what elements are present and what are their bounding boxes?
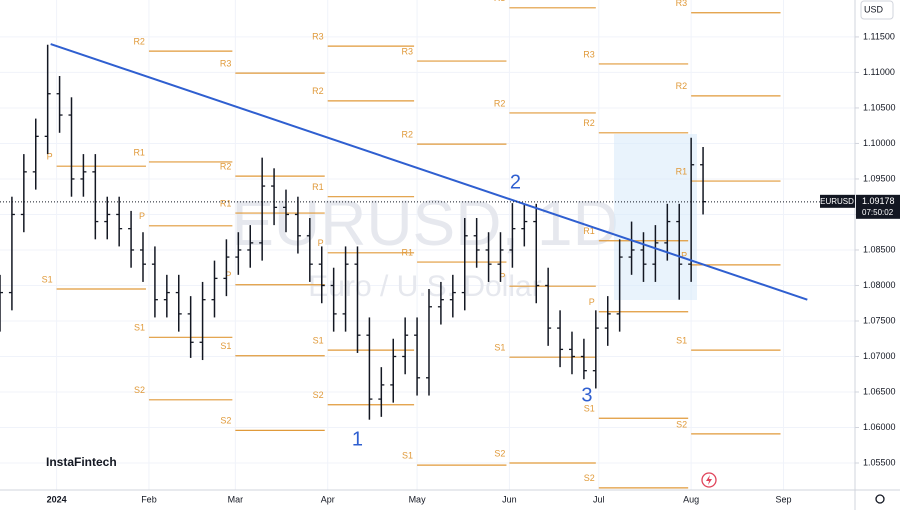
pivot-label: S1 xyxy=(494,343,505,353)
lightning-icon[interactable] xyxy=(701,472,717,488)
pivot-label: P xyxy=(589,297,595,307)
pivot-label: P xyxy=(318,238,324,248)
watermark-subtitle: Euro / U.S. Dollar xyxy=(308,270,541,303)
pivot-label: R2 xyxy=(312,86,324,96)
pivot-label: R1 xyxy=(676,166,688,176)
pivot-label: P xyxy=(47,152,53,162)
countdown: 07:50:02 xyxy=(862,208,894,217)
pivot-label: R1 xyxy=(312,182,324,192)
pivot-label: R3 xyxy=(676,0,688,8)
y-tick-label: 1.09500 xyxy=(863,173,896,183)
pivot-label: R2 xyxy=(220,161,232,171)
pivot-label: P xyxy=(225,270,231,280)
pivot-label: S2 xyxy=(676,419,687,429)
pivot-label: S1 xyxy=(584,404,595,414)
pivot-label: S1 xyxy=(42,274,53,284)
pivot-label: P xyxy=(139,211,145,221)
last-price: 1.09178 xyxy=(862,196,895,206)
x-tick-label: Sep xyxy=(775,494,791,504)
x-tick-label: Feb xyxy=(141,494,157,504)
pivot-label: S2 xyxy=(494,448,505,458)
brand: InstaFintech xyxy=(46,455,117,469)
pivot-label: S2 xyxy=(134,385,145,395)
trendline xyxy=(50,43,808,301)
x-tick-label: Apr xyxy=(321,494,335,504)
pivot-label: R3 xyxy=(494,0,506,3)
y-tick-label: 1.10500 xyxy=(863,102,896,112)
pivot-label: S1 xyxy=(134,323,145,333)
plot: P S1 R2 R1 P S1 S2 R3 R2 R1 P S1 S2 R3 R2 R1 P S1 S2 R3 R2 R1… xyxy=(0,0,855,489)
x-tick-label: Mar xyxy=(228,494,244,504)
price-tag xyxy=(856,194,900,219)
pivot-label: R3 xyxy=(312,32,324,42)
pivot-label: S2 xyxy=(220,416,231,426)
x-tick-label: Aug xyxy=(683,494,699,504)
pivot-label: P xyxy=(681,250,687,260)
pivot-label: R1 xyxy=(583,226,595,236)
x-tick-label: May xyxy=(409,494,427,504)
pivot-label: R1 xyxy=(133,147,145,157)
pivot-label: R2 xyxy=(583,118,595,128)
pivot-label: R3 xyxy=(402,46,414,56)
pivot-label: S1 xyxy=(313,335,324,345)
pivot-label: S1 xyxy=(676,335,687,345)
y-tick-label: 1.05500 xyxy=(863,457,896,467)
pivot-label: S2 xyxy=(313,390,324,400)
y-tick-label: 1.08000 xyxy=(863,280,896,290)
pivot-label: S2 xyxy=(584,473,595,483)
pivot-label: P xyxy=(499,272,505,282)
watermark: EURUSD, 1D xyxy=(231,187,619,259)
wave-label: 3 xyxy=(581,385,592,407)
pivot-label: R2 xyxy=(494,98,506,108)
currency[interactable]: USD xyxy=(864,4,884,14)
pivot-label: R3 xyxy=(583,49,595,59)
lightning-bolt xyxy=(706,475,712,485)
pivot-label: R2 xyxy=(402,130,414,140)
pivot-label: S1 xyxy=(402,451,413,461)
y-tick-label: 1.10000 xyxy=(863,138,896,148)
pivot-label: R2 xyxy=(133,37,145,47)
y-tick-label: 1.06500 xyxy=(863,386,896,396)
y-tick-label: 1.11000 xyxy=(863,67,895,77)
y-tick-label: 1.08500 xyxy=(863,244,896,254)
settings-icon[interactable] xyxy=(875,494,885,504)
symbol-tag xyxy=(820,194,855,208)
y-tick-label: 1.07000 xyxy=(863,351,896,361)
wave-label: 1 xyxy=(352,429,363,451)
x-tick-label: Jul xyxy=(593,494,605,504)
pivot-label: R2 xyxy=(676,81,688,91)
pivot-label: R3 xyxy=(220,59,232,69)
grid xyxy=(0,0,855,490)
pivot-label: S1 xyxy=(220,341,231,351)
x-tick-label: 2024 xyxy=(47,494,67,504)
y-tick-label: 1.06000 xyxy=(863,422,896,432)
y-tick-label: 1.07500 xyxy=(863,315,896,325)
pivot-label: R1 xyxy=(402,247,414,257)
wave-label: 2 xyxy=(510,171,521,193)
y-tick-label: 1.11500 xyxy=(863,31,895,41)
symbol-label: EURUSD xyxy=(820,197,854,206)
currency-button[interactable] xyxy=(860,0,894,20)
x-tick-label: Jun xyxy=(502,494,517,504)
pivot-label: R1 xyxy=(220,198,232,208)
